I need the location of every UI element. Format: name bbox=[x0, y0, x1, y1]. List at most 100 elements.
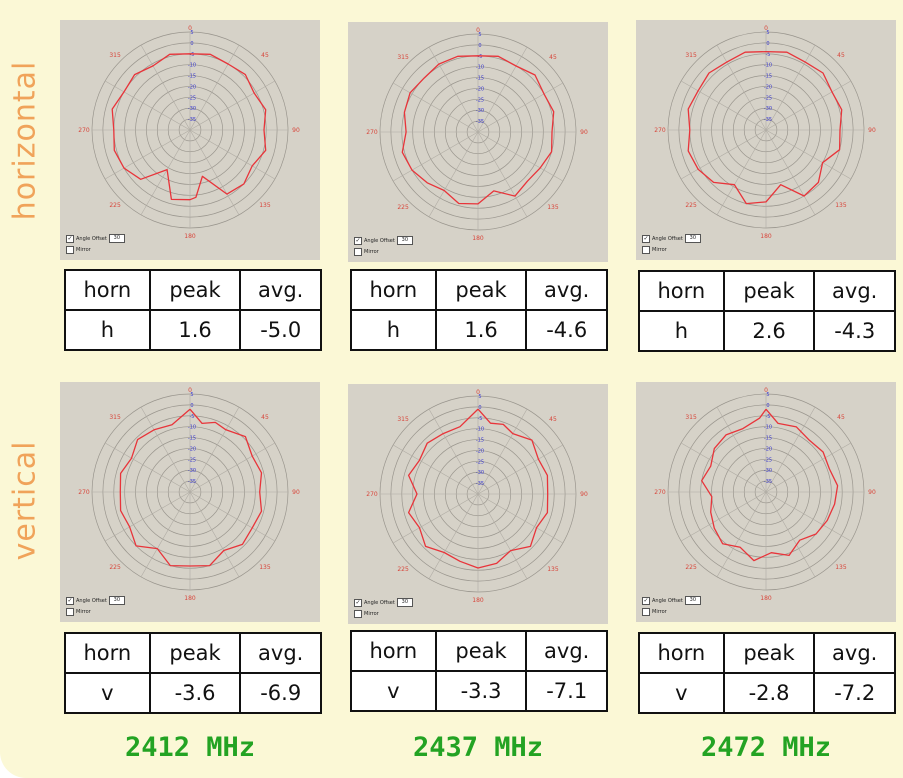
polar-plot: 0459013518022527031550-5-10-15-20-25-30-… bbox=[366, 27, 588, 242]
angle-offset-input[interactable]: 30 bbox=[108, 596, 125, 605]
polar-panel-2412-horizontal: 0 45 90 135 180 225 270 315 5 0 -5 -10 -15 -20 -25 -30-… bbox=[60, 20, 320, 260]
mirror-checkbox[interactable] bbox=[66, 608, 74, 616]
table-cell: h bbox=[638, 310, 725, 352]
table-header-row: horn peak avg. bbox=[638, 270, 896, 312]
angle-offset-checkbox[interactable]: ✓ bbox=[354, 236, 362, 245]
radial-tick-label: -35 bbox=[188, 117, 196, 123]
grid-spoke bbox=[477, 493, 528, 580]
grid-spoke bbox=[680, 491, 767, 542]
mirror-control[interactable]: Mirror bbox=[354, 610, 379, 618]
angle-offset-control[interactable]: ✓ Angle Offset 30 bbox=[66, 234, 125, 243]
grid-spoke bbox=[765, 491, 852, 542]
mirror-checkbox[interactable] bbox=[354, 610, 362, 618]
grid-spoke bbox=[765, 129, 816, 216]
table-cell: h bbox=[64, 309, 151, 351]
angle-offset-checkbox[interactable]: ✓ bbox=[66, 234, 74, 243]
angle-tick-label: 135 bbox=[259, 564, 271, 571]
angle-offset-control[interactable]: ✓ Angle Offset 30 bbox=[354, 598, 413, 607]
angle-tick-label: 0 bbox=[188, 387, 192, 394]
mirror-control[interactable]: Mirror bbox=[642, 608, 667, 616]
angle-offset-checkbox[interactable]: ✓ bbox=[66, 596, 74, 605]
table-cell: v bbox=[350, 670, 437, 712]
angle-offset-control[interactable]: ✓ Angle Offset 30 bbox=[66, 596, 125, 605]
grid-spoke bbox=[189, 129, 240, 216]
mirror-label: Mirror bbox=[76, 609, 91, 615]
polar-panel-2472-horizontal: 0 45 90 135 180 225 270 315 5 0 -5 -10 -15 -20 -25 -30-… bbox=[636, 20, 896, 260]
radial-tick-label: -10 bbox=[188, 425, 196, 431]
mirror-label: Mirror bbox=[652, 247, 667, 253]
angle-tick-label: 225 bbox=[397, 204, 409, 211]
grid-spoke bbox=[140, 406, 191, 493]
mirror-control[interactable]: Mirror bbox=[66, 608, 91, 616]
angle-offset-control[interactable]: ✓ Angle Offset 30 bbox=[642, 596, 701, 605]
radial-tick-label: -30 bbox=[188, 106, 196, 112]
mirror-checkbox[interactable] bbox=[354, 248, 362, 256]
mirror-control[interactable]: Mirror bbox=[642, 246, 667, 254]
mirror-checkbox[interactable] bbox=[66, 246, 74, 254]
angle-tick-label: 180 bbox=[184, 233, 196, 240]
table-cell: h bbox=[350, 309, 437, 351]
table-cell: -7.2 bbox=[813, 672, 896, 714]
angle-offset-input[interactable]: 30 bbox=[396, 236, 413, 245]
grid-spoke bbox=[428, 493, 479, 580]
mirror-control[interactable]: Mirror bbox=[66, 246, 91, 254]
grid-spoke bbox=[428, 46, 479, 133]
angle-offset-input[interactable]: 30 bbox=[684, 596, 701, 605]
angle-tick-label: 0 bbox=[476, 389, 480, 396]
angle-tick-label: 45 bbox=[837, 414, 845, 421]
grid-spoke bbox=[716, 129, 767, 216]
angle-offset-checkbox[interactable]: ✓ bbox=[642, 596, 650, 605]
angle-tick-label: 45 bbox=[549, 54, 557, 61]
angle-offset-control[interactable]: ✓ Angle Offset 30 bbox=[354, 236, 413, 245]
angle-offset-input[interactable]: 30 bbox=[108, 234, 125, 243]
mirror-label: Mirror bbox=[364, 249, 379, 255]
angle-offset-control[interactable]: ✓ Angle Offset 30 bbox=[642, 234, 701, 243]
angle-tick-label: 270 bbox=[78, 489, 90, 496]
table-header-cell: peak bbox=[722, 632, 816, 674]
angle-tick-label: 270 bbox=[366, 491, 378, 498]
angle-tick-label: 90 bbox=[868, 489, 876, 496]
radial-tick-label: -10 bbox=[188, 63, 196, 69]
angle-tick-label: 225 bbox=[397, 566, 409, 573]
mirror-checkbox[interactable] bbox=[642, 246, 650, 254]
table-cell: -4.3 bbox=[813, 310, 896, 352]
grid-spoke bbox=[392, 444, 479, 495]
angle-tick-label: 90 bbox=[580, 491, 588, 498]
angle-tick-label: 180 bbox=[184, 595, 196, 602]
grid-spoke bbox=[716, 406, 767, 493]
mirror-control[interactable]: Mirror bbox=[354, 248, 379, 256]
polar-plot: 0459013518022527031550-5-10-15-20-25-30-… bbox=[366, 389, 588, 604]
table-header-cell: peak bbox=[148, 269, 242, 311]
table-header-cell: peak bbox=[722, 270, 816, 312]
grid-spoke bbox=[680, 442, 767, 493]
radial-tick-label: -10 bbox=[764, 63, 772, 69]
table-row: v -3.6 -6.9 bbox=[64, 672, 322, 714]
radial-tick-label: -25 bbox=[764, 95, 772, 101]
grid-spoke bbox=[104, 129, 191, 180]
radial-tick-label: -30 bbox=[476, 108, 484, 114]
angle-offset-checkbox[interactable]: ✓ bbox=[642, 234, 650, 243]
angle-offset-input[interactable]: 30 bbox=[684, 234, 701, 243]
angle-offset-checkbox[interactable]: ✓ bbox=[354, 598, 362, 607]
grid-spoke bbox=[765, 129, 852, 180]
stats-table-2472-horizontal: horn peak avg. h 2.6 -4.3 bbox=[638, 270, 896, 352]
table-header-row: horn peak avg. bbox=[350, 630, 608, 672]
grid-spoke bbox=[477, 46, 528, 133]
radial-tick-label: -15 bbox=[188, 436, 196, 442]
angle-tick-label: 180 bbox=[472, 235, 484, 242]
polar-plot: 0459013518022527031550-5-10-15-20-25-30-… bbox=[78, 387, 300, 602]
angle-tick-label: 180 bbox=[472, 597, 484, 604]
frequency-label-2412: 2412 MHz bbox=[124, 732, 256, 763]
angle-offset-label: Angle Offset bbox=[76, 235, 107, 242]
radial-tick-label: 5 bbox=[478, 32, 481, 38]
stats-table-2437-horizontal: horn peak avg. h 1.6 -4.6 bbox=[350, 269, 608, 351]
radial-tick-label: -15 bbox=[476, 438, 484, 444]
angle-tick-label: 135 bbox=[835, 564, 847, 571]
mirror-checkbox[interactable] bbox=[642, 608, 650, 616]
angle-offset-input[interactable]: 30 bbox=[396, 598, 413, 607]
grid-spoke bbox=[765, 406, 816, 493]
radial-tick-label: -20 bbox=[476, 448, 484, 454]
angle-tick-label: 270 bbox=[654, 489, 666, 496]
table-header-row: horn peak avg. bbox=[64, 632, 322, 674]
angle-offset-label: Angle Offset bbox=[364, 237, 395, 244]
